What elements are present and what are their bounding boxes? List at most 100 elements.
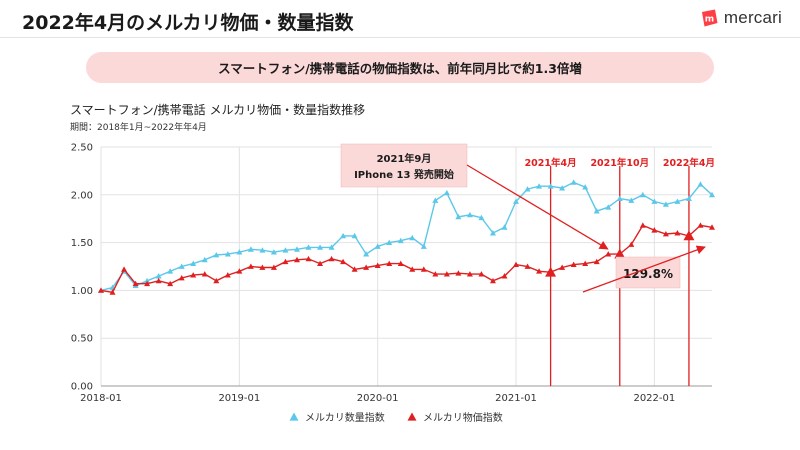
data-point-marker [178,263,185,269]
y-tick-label: 1.00 [71,286,93,297]
data-point-marker [570,261,577,267]
data-point-marker [167,268,174,274]
yoy-callout-box [615,256,681,289]
data-point-marker [697,222,704,228]
data-point-marker [144,280,151,287]
data-point-marker [363,264,370,270]
data-point-marker [605,251,612,257]
data-point-marker [662,201,669,207]
data-point-marker [674,198,681,204]
data-point-marker [213,252,220,258]
data-point-marker [466,271,473,277]
data-point-marker [524,263,531,269]
legend: メルカリ数量指数 メルカリ物価指数 [289,411,503,424]
data-point-marker [593,208,600,214]
callout-text-date: 2021年9月 [377,152,432,165]
data-point-marker [328,255,335,262]
data-point-marker [489,277,496,284]
data-point-marker [614,248,626,259]
data-point-marker [282,247,289,253]
event-label: 2021年10月 [590,157,649,169]
svg-text:m: m [705,15,714,25]
data-point-marker [409,234,416,241]
y-tick-label: 0.50 [71,334,93,345]
legend-marker [407,412,417,421]
series-group [98,179,715,295]
y-tick-label: 2.50 [71,143,93,154]
data-point-marker [386,239,393,245]
data-point-marker [340,232,347,239]
y-tick-label: 2.00 [71,190,93,201]
data-point-marker [247,246,254,252]
callout-box [340,143,468,188]
data-point-marker [386,260,393,267]
callouts: 2021年9月 IPhone 13 発売開始 129.8% [340,143,706,293]
x-tick-label: 2018-01 [80,393,122,404]
data-point-marker [628,197,635,203]
data-point-marker [109,289,116,295]
data-point-marker [524,186,531,192]
data-point-marker [593,258,600,265]
data-point-marker [132,280,139,287]
data-point-marker [351,266,358,272]
event-lines: 2021年4月 2021年10月 2022年4月 [525,157,715,386]
data-point-marker [513,261,520,267]
data-point-marker [639,191,646,198]
data-point-marker [455,270,462,276]
data-point-marker [397,260,404,267]
legend-label: メルカリ数量指数 [305,411,385,424]
data-point-marker [224,251,231,257]
title-divider [0,37,800,38]
data-point-marker [674,230,681,236]
data-point-marker [547,183,554,189]
data-point-marker [709,224,715,230]
data-point-marker [432,197,439,203]
series-line [100,224,713,294]
data-point-marker [351,232,358,239]
data-point-marker [201,256,208,263]
data-point-marker [155,273,162,279]
mercari-logo: m mercari [699,8,782,28]
x-tick-label: 2019-01 [218,393,260,404]
data-point-marker [328,244,335,250]
data-point-marker [432,271,439,277]
data-point-marker [213,277,220,284]
data-point-marker [236,249,243,255]
x-tick-label: 2020-01 [357,393,399,404]
data-point-marker [236,268,243,274]
data-point-marker [628,241,635,247]
data-point-marker [443,189,450,196]
x-tick-label: 2022-01 [633,393,675,404]
y-tick-label: 1.50 [71,238,93,249]
highlight-banner: スマートフォン/携帯電話の物価指数は、前年同月比で約1.3倍増 [86,52,714,83]
data-point-marker [270,249,277,255]
chart-period: 期間：2018年1月~2022年年4月 [70,123,207,133]
data-point-marker [270,264,277,270]
data-point-marker [478,214,485,221]
data-point-marker [697,181,704,187]
data-point-marker [317,244,324,250]
data-point-marker [605,204,612,210]
data-point-marker [455,213,462,220]
data-point-marker [513,198,520,204]
data-point-marker [685,195,692,202]
data-point-marker [651,198,658,204]
x-tick-label: 2021-01 [495,393,537,404]
data-point-marker [305,255,312,262]
data-point-marker [582,184,589,190]
data-point-marker [639,222,646,228]
data-point-marker [374,243,381,249]
data-point-marker [317,260,324,267]
data-point-marker [536,268,543,274]
data-point-marker [545,266,557,277]
data-point-marker [190,260,197,267]
data-point-marker [616,195,623,202]
data-point-marker [305,244,312,250]
yoy-callout-text: 129.8% [623,267,673,281]
data-point-marker [98,287,104,293]
data-point-marker [259,264,266,270]
data-point-marker [570,179,577,185]
data-point-marker [282,258,289,265]
data-point-marker [683,230,695,241]
